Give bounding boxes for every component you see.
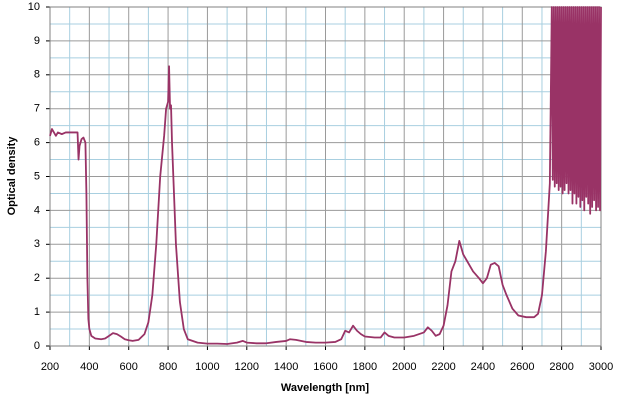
x-tick-label: 1400 [274,361,298,373]
data-line [49,6,602,345]
x-tick-label: 800 [159,361,177,373]
x-tick-label: 2800 [549,361,573,373]
y-tick-label: 5 [34,170,40,182]
y-tick-label: 7 [34,103,40,115]
y-axis-title: Optical density [6,136,18,216]
y-tick-label: 10 [28,1,40,13]
y-tick-label: 0 [34,340,40,352]
x-tick-label: 600 [120,361,138,373]
x-tick-label: 200 [41,361,59,373]
y-tick-label: 8 [34,69,40,81]
x-tick-label: 1600 [313,361,337,373]
y-tick-label: 6 [34,137,40,149]
x-tick-label: 400 [80,361,98,373]
y-tick-label: 4 [34,204,40,216]
x-tick-label: 1800 [353,361,377,373]
x-tick-label: 1000 [195,361,219,373]
x-tick-label: 3000 [589,361,613,373]
y-tick-label: 2 [34,272,40,284]
x-tick-label: 1200 [235,361,259,373]
x-axis-title: Wavelength [nm] [281,382,370,394]
x-tick-label: 2000 [392,361,416,373]
y-tick-label: 3 [34,238,40,250]
y-tick-label: 9 [34,35,40,47]
x-tick-label: 2400 [471,361,495,373]
x-tick-label: 2200 [431,361,455,373]
y-tick-label: 1 [34,306,40,318]
x-tick-label: 2600 [510,361,534,373]
